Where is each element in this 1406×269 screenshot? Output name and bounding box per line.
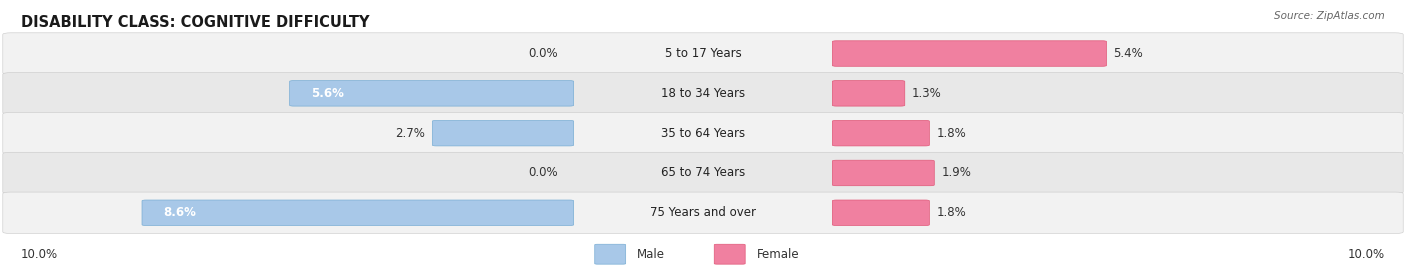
Text: Source: ZipAtlas.com: Source: ZipAtlas.com <box>1274 11 1385 21</box>
FancyBboxPatch shape <box>832 81 905 106</box>
FancyBboxPatch shape <box>3 33 1403 74</box>
Text: Male: Male <box>637 248 665 261</box>
FancyBboxPatch shape <box>3 192 1403 233</box>
Text: 35 to 64 Years: 35 to 64 Years <box>661 127 745 140</box>
Text: 0.0%: 0.0% <box>529 167 558 179</box>
Text: 0.0%: 0.0% <box>529 47 558 60</box>
FancyBboxPatch shape <box>3 152 1403 194</box>
FancyBboxPatch shape <box>832 41 1107 66</box>
FancyBboxPatch shape <box>832 160 934 186</box>
Text: 1.9%: 1.9% <box>942 167 972 179</box>
FancyBboxPatch shape <box>3 73 1403 114</box>
Text: Female: Female <box>756 248 799 261</box>
Text: 65 to 74 Years: 65 to 74 Years <box>661 167 745 179</box>
Text: 8.6%: 8.6% <box>163 206 195 219</box>
FancyBboxPatch shape <box>832 200 929 225</box>
Text: 10.0%: 10.0% <box>21 248 58 261</box>
Text: 5.4%: 5.4% <box>1114 47 1143 60</box>
FancyBboxPatch shape <box>142 200 574 225</box>
Text: 1.8%: 1.8% <box>936 127 966 140</box>
Text: 1.8%: 1.8% <box>936 206 966 219</box>
Text: 5 to 17 Years: 5 to 17 Years <box>665 47 741 60</box>
FancyBboxPatch shape <box>433 121 574 146</box>
Text: 10.0%: 10.0% <box>1348 248 1385 261</box>
Text: 18 to 34 Years: 18 to 34 Years <box>661 87 745 100</box>
Text: 2.7%: 2.7% <box>395 127 425 140</box>
FancyBboxPatch shape <box>832 121 929 146</box>
Text: 75 Years and over: 75 Years and over <box>650 206 756 219</box>
Text: 5.6%: 5.6% <box>311 87 343 100</box>
FancyBboxPatch shape <box>595 244 626 264</box>
Text: DISABILITY CLASS: COGNITIVE DIFFICULTY: DISABILITY CLASS: COGNITIVE DIFFICULTY <box>21 15 370 30</box>
FancyBboxPatch shape <box>714 244 745 264</box>
Text: 1.3%: 1.3% <box>911 87 942 100</box>
FancyBboxPatch shape <box>3 112 1403 154</box>
FancyBboxPatch shape <box>290 81 574 106</box>
